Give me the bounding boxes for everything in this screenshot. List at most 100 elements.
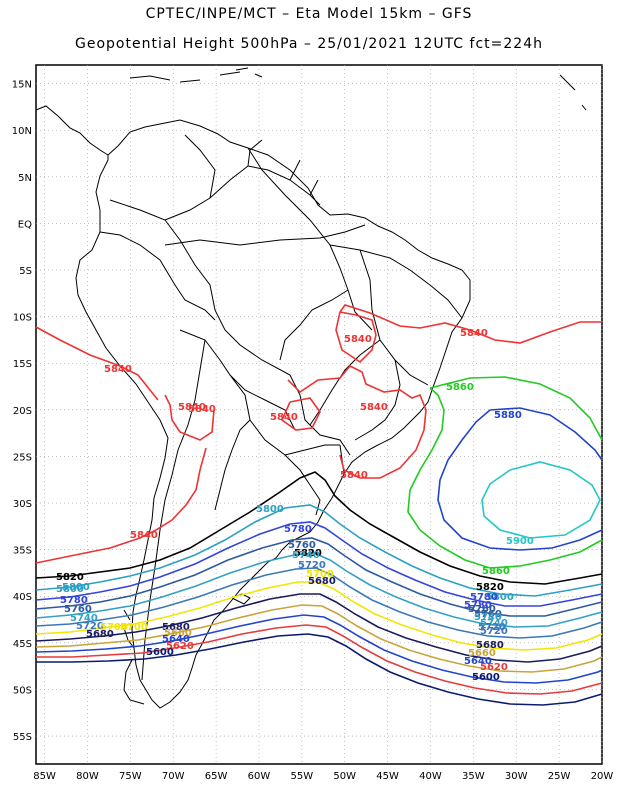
contour-5880 (437, 407, 603, 551)
contour-label: 5840 (270, 412, 298, 423)
contour-5720 (35, 567, 603, 639)
contour-5760 (35, 537, 603, 617)
contour-5840-south-loop (35, 447, 207, 564)
contour-label: 5620 (166, 641, 194, 652)
latitude-label: 20S (13, 406, 32, 417)
contour-5820 (35, 471, 603, 585)
contour-label: 5720 (298, 560, 326, 571)
contour-5800 (35, 504, 603, 597)
contour-5780 (35, 521, 603, 607)
contour-label: 5800 (486, 592, 514, 603)
contour-5840-brazil-c (281, 397, 321, 431)
longitude-label: 25W (548, 771, 571, 782)
latitude-label: 15N (12, 80, 32, 91)
contour-label: 5680 (86, 629, 114, 640)
contour-label: 5680 (162, 622, 190, 633)
contour-label: 5880 (494, 410, 522, 421)
longitude-label: 40W (419, 771, 442, 782)
caribbean-islands (129, 67, 587, 111)
latitude-label: 40S (13, 592, 32, 603)
contour-label: 5700 (120, 622, 148, 633)
contour-lines (35, 304, 603, 706)
latitude-label: 30S (13, 499, 32, 510)
latitude-label: 15S (13, 359, 32, 370)
contour-label: 5660 (164, 628, 192, 639)
contour-label: 5840 (178, 402, 206, 413)
latitude-label: 35S (13, 546, 32, 557)
contour-5740 (35, 552, 603, 628)
contour-label: 5740 (292, 550, 320, 561)
contour-label: 5860 (482, 566, 510, 577)
brazil-state-borders (247, 147, 463, 441)
longitude-label: 60W (248, 771, 271, 782)
contour-label: 5620 (480, 662, 508, 673)
contour-label: 5780 (60, 595, 88, 606)
map-title: CPTEC/INPE/MCT – Eta Model 15km – GFS (145, 6, 473, 22)
contour-5620 (36, 624, 603, 695)
contour-label: 5840 (130, 530, 158, 541)
contour-label: 5740 (474, 612, 502, 623)
latitude-label: 5N (18, 173, 32, 184)
contour-label: 5640 (162, 634, 190, 645)
contour-5900 (481, 461, 601, 539)
longitude-label: 50W (333, 771, 356, 782)
contour-5840-east (339, 304, 602, 344)
contour-label: 5680 (476, 640, 504, 651)
longitude-label: 20W (591, 771, 614, 782)
contour-label: 5660 (468, 648, 496, 659)
contour-label: 5600 (472, 672, 500, 683)
south-america-coast (75, 119, 471, 709)
contour-label: 5840 (360, 402, 388, 413)
latitude-axis: 15N 10N 5N EQ 5S 10S 15S 20S 25S 30S 35S 40S 45S 50S 5… (12, 80, 32, 743)
contour-label: 5760 (474, 609, 502, 620)
contour-label: 5900 (506, 536, 534, 547)
latitude-label: 10N (12, 126, 32, 137)
longitude-label: 70W (162, 771, 185, 782)
amazon-river (164, 224, 366, 246)
contour-label: 5780 (464, 600, 492, 611)
contour-label: 5780 (284, 524, 312, 535)
longitude-label: 65W (205, 771, 228, 782)
latitude-label: EQ (18, 219, 32, 230)
contour-5840-brazil-b (287, 365, 427, 479)
latitude-label: 50S (13, 685, 32, 696)
contour-label: 5700 (100, 622, 128, 633)
contour-label: 5720 (480, 626, 508, 637)
latitude-label: 25S (13, 452, 32, 463)
longitude-label: 45W (376, 771, 399, 782)
contour-labels: 5840 5840 5840 5840 5840 5840 5840 5840 … (56, 328, 534, 683)
contour-label: 5840 (188, 404, 216, 415)
contour-label: 5800 (62, 582, 90, 593)
contour-label: 5840 (104, 364, 132, 375)
longitude-label: 35W (462, 771, 485, 782)
longitude-label: 85W (33, 771, 56, 782)
contour-label: 5680 (308, 576, 336, 587)
contour-label: 5780 (470, 592, 498, 603)
contour-5700 (35, 581, 603, 651)
contour-5840-north (35, 326, 159, 401)
longitude-label: 30W (505, 771, 528, 782)
contour-5860 (407, 376, 603, 569)
contour-5680 (35, 593, 603, 663)
contour-5840-andes (164, 394, 215, 441)
contour-label: 5760 (64, 604, 92, 615)
longitude-label: 75W (119, 771, 142, 782)
contour-label: 5720 (478, 622, 506, 633)
map-subtitle: Geopotential Height 500hPa – 25/01/2021 … (75, 36, 543, 52)
contour-label: 5740 (480, 618, 508, 629)
latitude-label: 55S (13, 732, 32, 743)
contour-label: 5840 (344, 334, 372, 345)
contour-label: 5820 (476, 582, 504, 593)
contour-label: 5860 (446, 382, 474, 393)
latitude-label: 10S (13, 313, 32, 324)
contour-label: 5760 (468, 604, 496, 615)
contour-label: 5700 (306, 569, 334, 580)
central-america-coast (35, 105, 109, 156)
contour-5840-brazil-a (335, 311, 377, 364)
contour-label: 5720 (76, 621, 104, 632)
latitude-label: 5S (19, 266, 32, 277)
contour-label: 5600 (146, 647, 174, 658)
contour-label: 5740 (70, 613, 98, 624)
country-borders (99, 134, 351, 681)
